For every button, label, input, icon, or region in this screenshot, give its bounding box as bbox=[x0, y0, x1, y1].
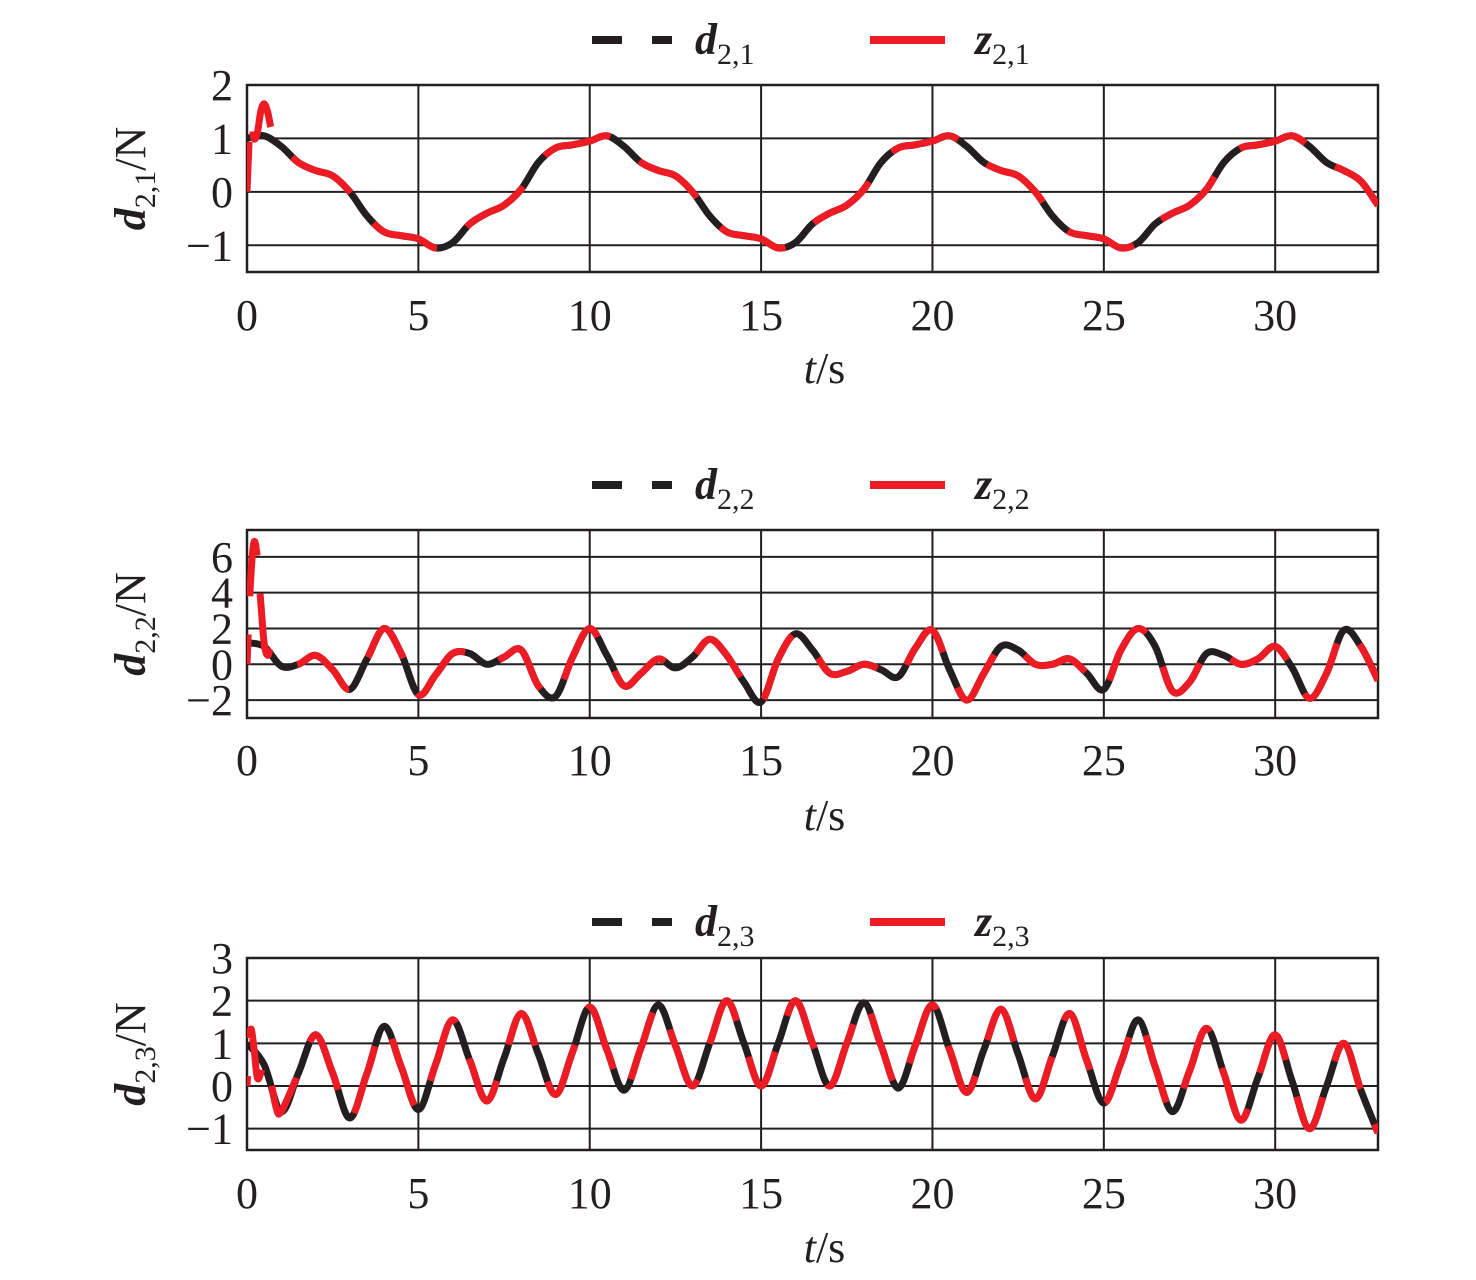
plot-frame bbox=[245, 83, 1380, 274]
y-tick-label: 4 bbox=[211, 569, 233, 618]
y-axis-label: d2,3/N bbox=[106, 1002, 162, 1106]
legend-label-z: z2,2 bbox=[973, 460, 1030, 516]
y-axis-label: d2,2/N bbox=[106, 572, 162, 676]
x-tick-label: 0 bbox=[236, 736, 258, 785]
x-tick-label: 10 bbox=[568, 1169, 612, 1218]
legend-label-d: d2,1 bbox=[695, 15, 755, 71]
y-tick-label: 3 bbox=[211, 934, 233, 983]
x-tick-label: 20 bbox=[910, 736, 954, 785]
x-tick-label: 10 bbox=[568, 736, 612, 785]
series-line-z-2-2 bbox=[247, 537, 1378, 706]
legend-label-z: z2,3 bbox=[973, 897, 1030, 953]
legend: d2,2 z2,2 bbox=[592, 460, 1030, 516]
y-tick-label: 0 bbox=[211, 1062, 233, 1111]
legend: d2,1 z2,1 bbox=[592, 15, 1030, 71]
series-line-z-2-3 bbox=[247, 997, 1378, 1135]
x-tick-label: 25 bbox=[1082, 736, 1126, 785]
legend-label-z: z2,1 bbox=[973, 15, 1030, 71]
x-tick-label: 10 bbox=[568, 291, 612, 340]
x-tick-label: 20 bbox=[910, 291, 954, 340]
x-tick-label: 20 bbox=[910, 1169, 954, 1218]
legend-label-d: d2,3 bbox=[695, 897, 755, 953]
x-tick-label: 30 bbox=[1253, 736, 1297, 785]
y-tick-label: 2 bbox=[211, 977, 233, 1026]
legend: d2,3 z2,3 bbox=[592, 897, 1030, 953]
y-tick-label: 6 bbox=[211, 533, 233, 582]
y-tick-label: 2 bbox=[211, 604, 233, 653]
y-tick-label: −1 bbox=[186, 221, 233, 270]
x-tick-label: 25 bbox=[1082, 291, 1126, 340]
x-tick-label: 30 bbox=[1253, 1169, 1297, 1218]
y-tick-label: 0 bbox=[211, 640, 233, 689]
y-tick-label: −2 bbox=[186, 676, 233, 725]
plot-frame bbox=[245, 956, 1380, 1152]
x-tick-label: 15 bbox=[739, 736, 783, 785]
x-axis-label: t/s bbox=[804, 1223, 846, 1272]
x-tick-label: 0 bbox=[236, 291, 258, 340]
x-tick-label: 15 bbox=[739, 1169, 783, 1218]
x-tick-label: 25 bbox=[1082, 1169, 1126, 1218]
y-tick-label: 0 bbox=[211, 168, 233, 217]
y-tick-label: 1 bbox=[211, 1019, 233, 1068]
x-tick-label: 15 bbox=[739, 291, 783, 340]
y-axis-label: d2,1/N bbox=[106, 127, 162, 231]
y-tick-label: −1 bbox=[186, 1105, 233, 1154]
x-tick-label: 30 bbox=[1253, 291, 1297, 340]
series-line-d-2-3 bbox=[247, 997, 1378, 1135]
x-tick-label: 5 bbox=[407, 291, 429, 340]
x-tick-label: 0 bbox=[236, 1169, 258, 1218]
x-tick-label: 5 bbox=[407, 1169, 429, 1218]
x-axis-label: t/s bbox=[804, 344, 846, 393]
series-line-z-2-1 bbox=[247, 100, 1378, 252]
legend-label-d: d2,2 bbox=[695, 460, 755, 516]
x-axis-label: t/s bbox=[804, 791, 846, 840]
x-tick-label: 5 bbox=[407, 736, 429, 785]
series-line-d-2-2 bbox=[247, 625, 1378, 706]
y-tick-label: 2 bbox=[211, 61, 233, 110]
y-tick-label: 1 bbox=[211, 114, 233, 163]
plot-frame bbox=[245, 528, 1380, 720]
